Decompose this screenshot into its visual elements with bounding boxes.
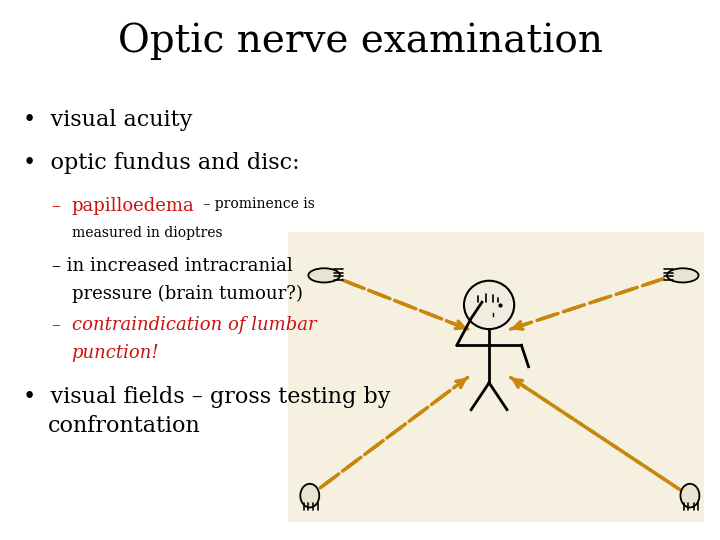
Ellipse shape (300, 484, 319, 508)
Text: papilloedema: papilloedema (72, 198, 194, 215)
Ellipse shape (464, 281, 514, 329)
Text: •  visual fields – gross testing by: • visual fields – gross testing by (23, 386, 390, 408)
Text: –: – (52, 316, 66, 334)
Text: Optic nerve examination: Optic nerve examination (117, 23, 603, 60)
Text: pressure (brain tumour?): pressure (brain tumour?) (72, 285, 302, 303)
Text: contraindication of lumbar: contraindication of lumbar (72, 316, 316, 334)
Text: measured in dioptres: measured in dioptres (72, 226, 222, 240)
Text: confrontation: confrontation (48, 415, 201, 437)
Text: – prominence is: – prominence is (199, 198, 315, 212)
Text: – in increased intracranial: – in increased intracranial (52, 256, 292, 274)
Ellipse shape (667, 268, 698, 282)
Text: •  visual acuity: • visual acuity (23, 109, 192, 131)
Text: punction!: punction! (72, 344, 159, 362)
Text: –: – (52, 198, 66, 215)
Text: •  optic fundus and disc:: • optic fundus and disc: (23, 152, 300, 174)
Ellipse shape (308, 268, 340, 282)
Bar (288, 232, 704, 523)
Ellipse shape (680, 484, 699, 508)
